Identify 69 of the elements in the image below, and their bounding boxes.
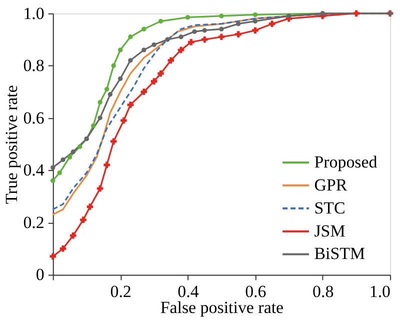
point xyxy=(60,245,66,252)
y-tick-label: 0 xyxy=(36,265,44,284)
point xyxy=(67,154,72,160)
y-tick-label: 1.0 xyxy=(23,4,44,23)
x-tick-label: 1.0 xyxy=(369,282,391,302)
point xyxy=(152,42,156,48)
point xyxy=(140,88,148,95)
point xyxy=(219,14,224,18)
point xyxy=(57,170,62,176)
point xyxy=(218,34,225,40)
point xyxy=(80,216,86,223)
point xyxy=(128,58,133,63)
point xyxy=(236,21,241,26)
point xyxy=(111,63,116,68)
point xyxy=(70,150,76,154)
point xyxy=(50,178,56,183)
point xyxy=(70,232,76,239)
legend-label: JSM xyxy=(314,221,346,240)
point xyxy=(185,14,190,20)
point xyxy=(90,123,96,128)
point xyxy=(96,185,104,192)
point xyxy=(104,162,110,168)
point xyxy=(158,70,164,77)
point xyxy=(120,117,127,124)
point xyxy=(252,27,258,34)
point xyxy=(168,57,174,64)
point xyxy=(353,10,360,17)
point xyxy=(128,34,133,40)
point xyxy=(78,144,82,149)
legend-label: STC xyxy=(314,198,346,218)
legend-label: Proposed xyxy=(314,152,378,172)
point xyxy=(98,116,102,120)
point xyxy=(127,102,134,108)
x-tick-label: 0.8 xyxy=(312,282,334,302)
point xyxy=(104,86,110,92)
point xyxy=(252,12,258,18)
point xyxy=(158,18,164,24)
point xyxy=(192,29,197,34)
point xyxy=(50,165,56,170)
point xyxy=(150,78,158,84)
point xyxy=(118,48,123,52)
point xyxy=(235,31,242,38)
y-tick-label: 0.8 xyxy=(23,56,44,76)
point xyxy=(201,36,208,43)
y-tick-label: 0.6 xyxy=(23,108,44,128)
point xyxy=(50,253,56,260)
point xyxy=(86,204,94,210)
point xyxy=(60,157,66,162)
y-tick-label: 0.2 xyxy=(23,212,44,232)
point xyxy=(286,14,292,18)
point xyxy=(142,26,146,32)
point xyxy=(178,34,184,40)
point xyxy=(165,37,170,42)
x-tick-label: 0.2 xyxy=(110,282,132,302)
point xyxy=(142,48,146,52)
point xyxy=(202,28,207,33)
legend-label: GPR xyxy=(314,175,348,194)
point xyxy=(252,18,258,24)
point xyxy=(219,26,224,32)
point xyxy=(268,20,276,27)
point xyxy=(110,138,117,145)
point xyxy=(108,92,113,97)
point xyxy=(98,100,102,105)
point xyxy=(118,76,123,82)
legend-label: BiSTM xyxy=(314,244,366,264)
y-tick-label: 0.4 xyxy=(23,160,45,180)
point xyxy=(178,46,184,54)
y-axis-title: True positive rate xyxy=(2,85,22,204)
point xyxy=(188,38,194,46)
